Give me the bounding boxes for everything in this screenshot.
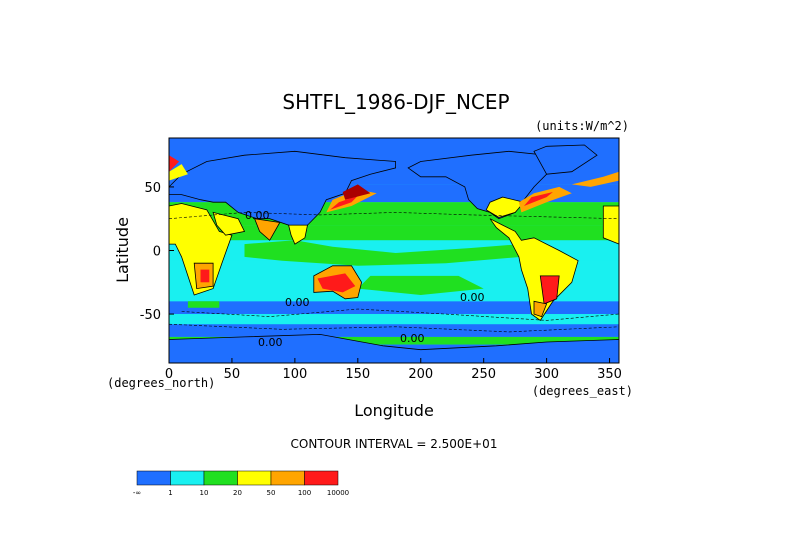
patagonia xyxy=(533,300,548,318)
norwegian-sea xyxy=(169,164,188,181)
japan-sea-hot xyxy=(342,184,371,200)
colorbar-swatch xyxy=(203,470,238,486)
contour-value-label: 0.00 xyxy=(285,296,310,309)
ocean-band xyxy=(169,314,619,325)
ocean-flux-patch xyxy=(244,240,522,266)
colorbar-swatch xyxy=(136,470,171,486)
contour-value-label: 0.00 xyxy=(400,332,425,345)
ocean-band xyxy=(169,324,619,337)
units-label: (units:W/m^2) xyxy=(535,119,629,133)
colorbar-swatch xyxy=(304,470,339,486)
y-tick-label: 50 xyxy=(144,181,161,196)
colorbar-label: 10000 xyxy=(327,489,349,497)
arabia-landmass xyxy=(212,211,246,236)
ocean-flux-patch xyxy=(357,275,484,295)
contour-value-label: 0.00 xyxy=(258,336,283,349)
ocean-flux-patch xyxy=(187,301,220,308)
ocean-band xyxy=(169,336,619,345)
colorbar-label: 10 xyxy=(200,489,209,497)
x-tick-label: 150 xyxy=(345,367,370,382)
colorbar-swatch xyxy=(270,470,305,486)
norwegian-sea-hot xyxy=(169,155,180,172)
contour-interval-label: CONTOUR INTERVAL = 2.500E+01 xyxy=(291,437,498,451)
x-tick-label: 350 xyxy=(597,367,622,382)
colorbar-label: 1 xyxy=(168,489,172,497)
kuroshio-hotspot xyxy=(330,195,358,210)
north-atlantic-hotspot xyxy=(571,171,619,187)
antarctica-landmass xyxy=(169,333,619,363)
gulf-stream-hotspot xyxy=(524,192,553,206)
x-tick-label: 200 xyxy=(408,367,433,382)
colorbar-swatch xyxy=(170,470,205,486)
colorbar-label: -∞ xyxy=(133,489,141,497)
india-landmass xyxy=(253,218,281,241)
contour-line xyxy=(169,212,619,219)
y-axis-label: Latitude xyxy=(113,217,132,283)
greenland-landmass xyxy=(533,144,598,175)
plot-area xyxy=(169,138,619,363)
y-tick-label: -50 xyxy=(140,308,161,323)
y-unit-label: (degrees_north) xyxy=(107,376,215,390)
colorbar-label: 20 xyxy=(233,489,242,497)
colorbar-swatch xyxy=(237,470,272,486)
africa-landmass xyxy=(169,203,233,296)
x-tick-label: 100 xyxy=(282,367,307,382)
south-america-hot xyxy=(539,275,560,305)
contour-value-label: 0.00 xyxy=(460,291,485,304)
x-unit-label: (degrees_east) xyxy=(532,384,633,398)
y-tick-label: 0 xyxy=(153,245,161,260)
africa-landmass xyxy=(602,205,619,245)
x-tick-label: 0 xyxy=(165,367,173,382)
x-tick-label: 300 xyxy=(534,367,559,382)
australia-hot xyxy=(317,273,356,293)
x-axis-label: Longitude xyxy=(354,401,434,420)
contour-value-label: 0.00 xyxy=(245,209,270,222)
chart-title: SHTFL_1986-DJF_NCEP xyxy=(282,90,509,114)
contour-line xyxy=(181,308,619,321)
seasia-landmass xyxy=(288,224,308,245)
ocean-band xyxy=(169,301,619,315)
gulf-stream-hotspot xyxy=(518,186,572,213)
x-tick-label: 50 xyxy=(224,367,241,382)
africa-south-hot xyxy=(200,269,210,283)
colorbar: -∞ 1 10 20 50 100 10000 xyxy=(133,470,349,497)
x-tick-label: 250 xyxy=(471,367,496,382)
eurasia-landmass xyxy=(169,150,397,232)
colorbar-label: 50 xyxy=(267,489,276,497)
contour-line xyxy=(169,323,619,333)
colorbar-label: 100 xyxy=(298,489,311,497)
